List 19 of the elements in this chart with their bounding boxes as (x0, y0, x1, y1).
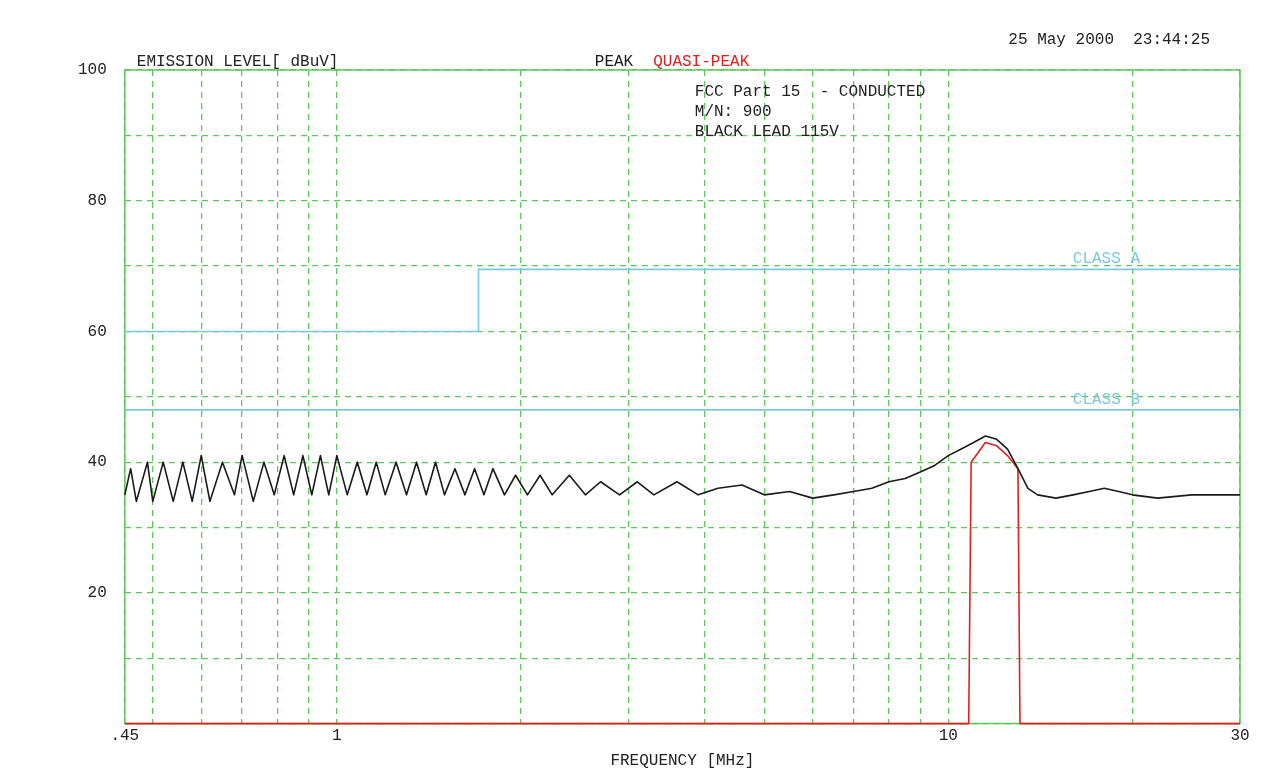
text: PEAK (594, 53, 634, 71)
x-tick-label: 10 (938, 727, 958, 746)
x-axis-title: FREQUENCY [MHz] (610, 751, 755, 770)
series-label: CLASS A (1072, 250, 1141, 269)
y-tick-label: 80 (87, 191, 107, 210)
y-tick-label: 60 (87, 322, 107, 341)
y-axis-title: EMISSION LEVEL[ dBuV] (136, 53, 339, 71)
annotation: BLACK LEAD 115V (694, 123, 840, 141)
y-tick-label: 100 (77, 61, 107, 80)
ref-line-label: CLASS B (1072, 390, 1140, 409)
x-tick-label: 30 (1230, 727, 1250, 746)
annotation: FCC Part 15 - CONDUCTED (694, 83, 926, 101)
x-tick-label: .45 (110, 727, 140, 746)
y-tick-label: 20 (87, 584, 107, 603)
text: 25 May 2000 23:44:25 (1008, 31, 1210, 49)
text: QUASI-PEAK (653, 53, 750, 71)
y-tick-label: 40 (87, 453, 107, 472)
x-tick-label: 1 (332, 727, 342, 746)
annotation: M/N: 900 (694, 103, 772, 121)
